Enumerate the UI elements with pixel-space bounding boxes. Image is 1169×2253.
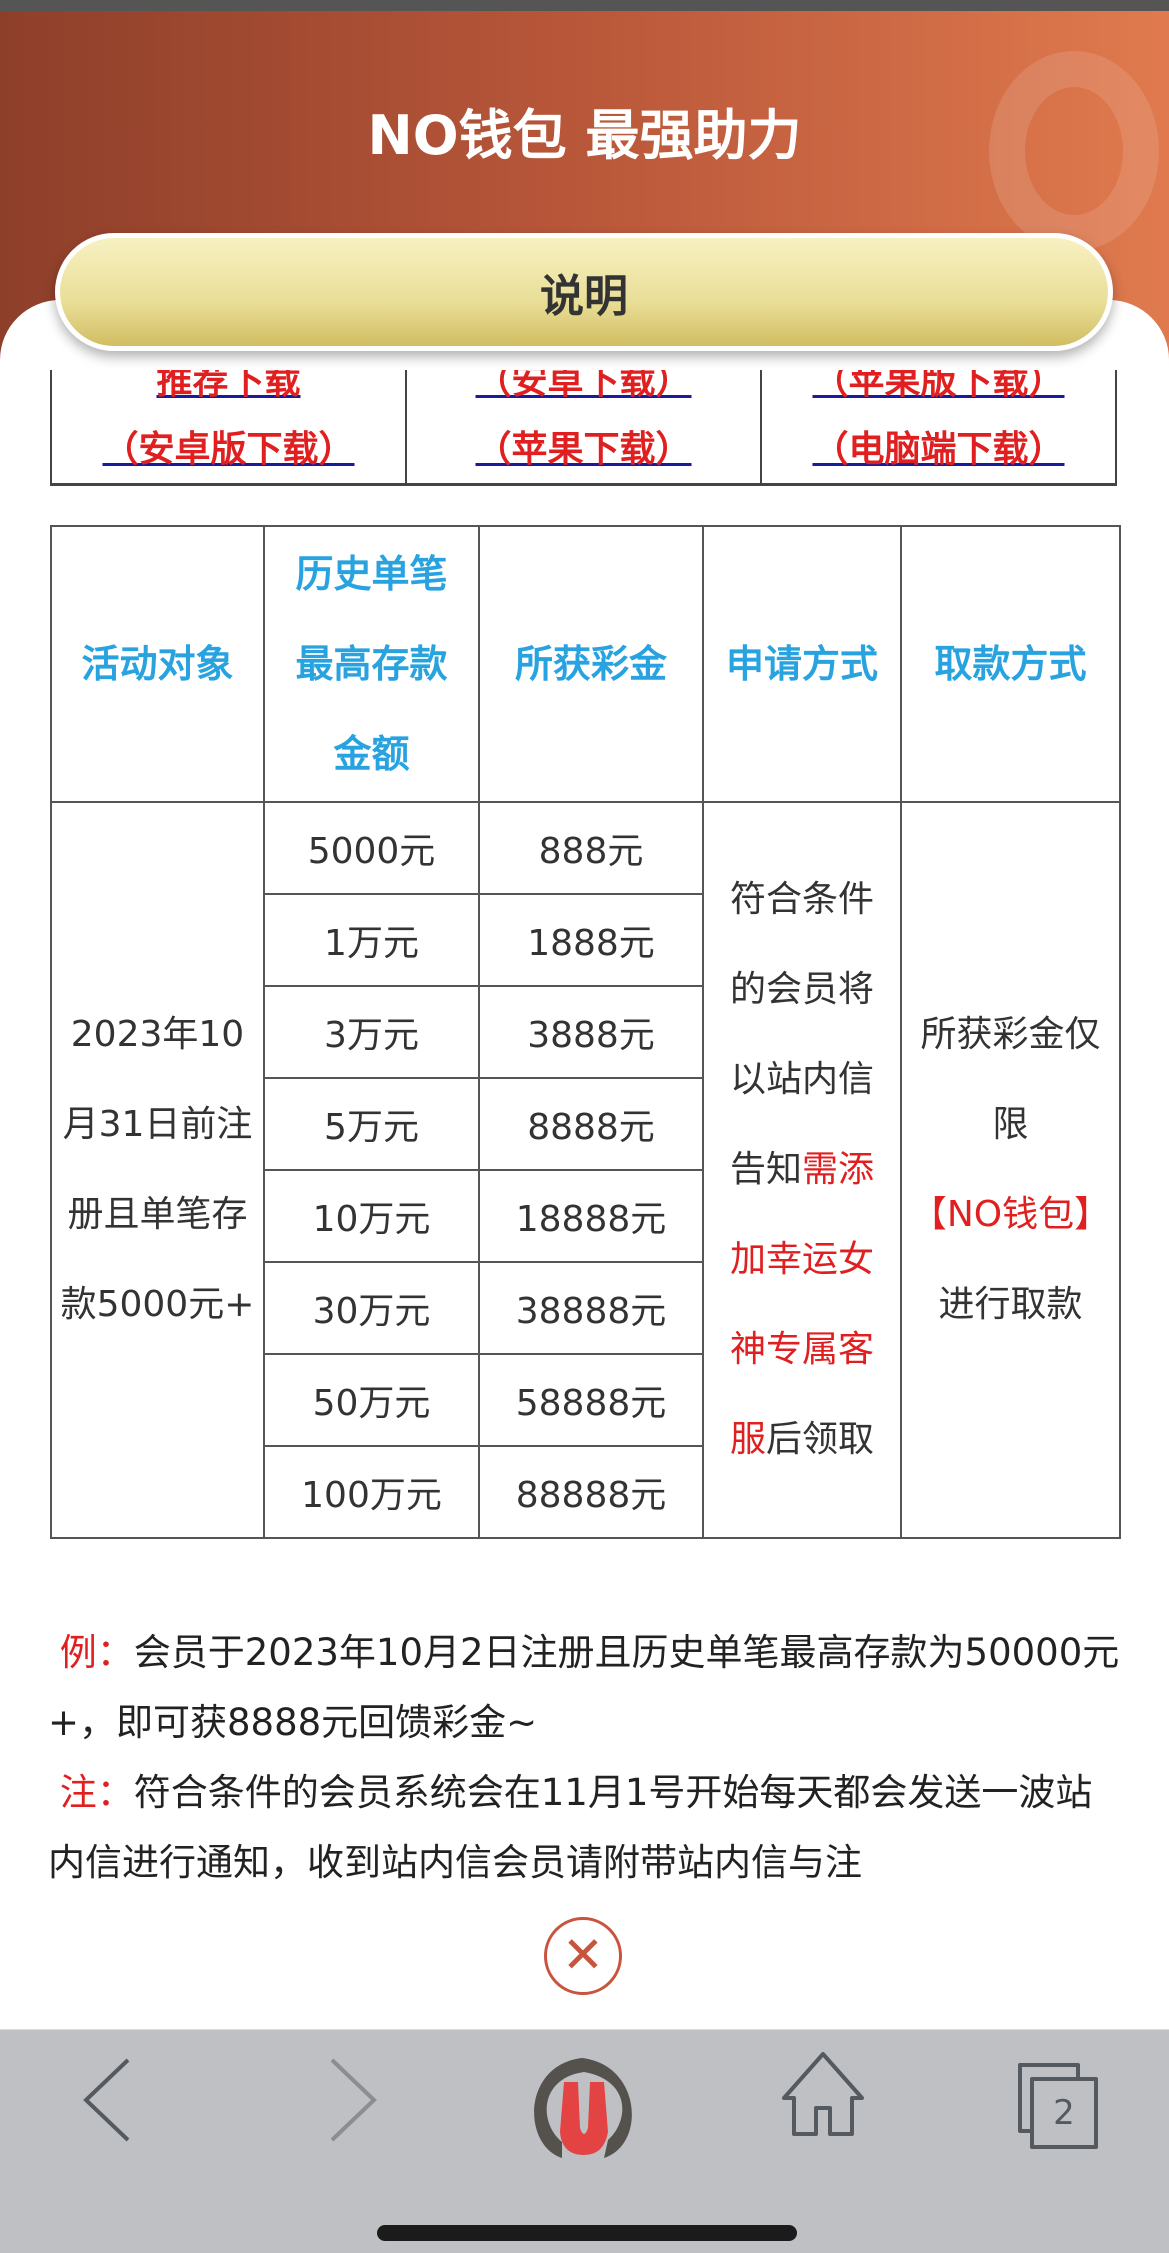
header-apply: 申请方式: [702, 525, 902, 803]
withdraw-text: 所获彩金仅限: [920, 1014, 1101, 1145]
note-label: 注：: [59, 1771, 134, 1814]
table-header-row: 活动对象 历史单笔最高存款金额 所获彩金 申请方式 取款方式: [50, 525, 1121, 803]
explain-button[interactable]: 说明: [55, 233, 1113, 351]
header-withdraw: 取款方式: [900, 525, 1121, 803]
bonus-cell: 88888元: [478, 1445, 704, 1539]
browser-toolbar: 2: [0, 2029, 1169, 2253]
note-text: 符合条件的会员系统会在11月1号开始每天都会发送一波站内信进行通知，收到站内信会…: [48, 1771, 1093, 1884]
example-label: 例：: [59, 1631, 134, 1674]
bonus-cell: 3888元: [478, 985, 704, 1079]
deposit-cell: 30万元: [263, 1261, 480, 1355]
table-row: 1万元 1888元: [51, 893, 1120, 987]
remark-note: 注：符合条件的会员系统会在11月1号开始每天都会发送一波站内信进行通知，收到站内…: [48, 1758, 1128, 1898]
table-row: 100万元 88888元: [51, 1445, 1120, 1539]
withdraw-cell: 所获彩金仅限【NO钱包】 进行取款: [900, 801, 1121, 1539]
bonus-cell: 38888元: [478, 1261, 704, 1355]
bonus-cell: 58888元: [478, 1353, 704, 1447]
apply-text: 符合条件的会员将以站内信告知: [729, 879, 874, 1190]
bonus-cell: 18888元: [478, 1169, 704, 1263]
apply-cell: 符合条件的会员将以站内信告知需添加幸运女神专属客服后领取: [702, 801, 902, 1539]
table-row: 50万元 58888元: [51, 1353, 1120, 1447]
download-link[interactable]: （安卓下载）: [475, 370, 692, 402]
header-deposit: 历史单笔最高存款金额: [263, 525, 480, 803]
withdraw-tail: 进行取款: [938, 1284, 1083, 1325]
table-row: 30万元 38888元: [51, 1261, 1120, 1355]
table-row: 3万元 3888元: [51, 985, 1120, 1079]
download-link[interactable]: （苹果版下载）: [812, 370, 1065, 402]
home-icon[interactable]: [780, 2050, 866, 2140]
download-link[interactable]: （苹果下载）: [475, 429, 692, 470]
header-target: 活动对象: [50, 525, 265, 803]
tab-count: 2: [1030, 2077, 1098, 2149]
deposit-cell: 5000元: [263, 801, 480, 895]
status-bar: [0, 0, 1169, 11]
download-link[interactable]: 推荐下载: [156, 370, 301, 402]
deposit-cell: 10万元: [263, 1169, 480, 1263]
header-bonus: 所获彩金: [478, 525, 704, 803]
browser-logo-icon[interactable]: [522, 2050, 646, 2160]
download-link[interactable]: （安卓版下载）: [102, 429, 355, 470]
deposit-cell: 3万元: [263, 985, 480, 1079]
withdraw-red-text: 【NO钱包】: [910, 1194, 1111, 1235]
deposit-cell: 1万元: [263, 893, 480, 987]
bonus-cell: 1888元: [478, 893, 704, 987]
apply-red-text: 需添加幸运女神专属客服: [729, 1149, 875, 1460]
apply-tail: 后领取: [766, 1419, 875, 1460]
download-link[interactable]: （电脑端下载）: [812, 429, 1065, 470]
circle-x-icon: ✕: [562, 1926, 604, 1984]
deposit-cell: 5万元: [263, 1077, 480, 1171]
page-title: NO钱包 最强助力: [367, 104, 802, 167]
back-icon[interactable]: [80, 2050, 140, 2150]
close-button[interactable]: ✕: [544, 1917, 622, 1995]
target-cell: 2023年10月31日前注册且单笔存款5000元+: [50, 801, 265, 1539]
notes: 例：会员于2023年10月2日注册且历史单笔最高存款为50000元+，即可获88…: [48, 1618, 1128, 1898]
deposit-cell: 100万元: [263, 1445, 480, 1539]
bonus-table: 活动对象 历史单笔最高存款金额 所获彩金 申请方式 取款方式 2023年10月3…: [50, 525, 1121, 1539]
example-note: 例：会员于2023年10月2日注册且历史单笔最高存款为50000元+，即可获88…: [48, 1618, 1128, 1758]
table-row: 2023年10月31日前注册且单笔存款5000元+ 5000元 888元 符合条…: [50, 801, 1121, 1539]
forward-icon[interactable]: [320, 2050, 380, 2150]
table-row: 5万元 8888元: [51, 1077, 1120, 1171]
table-row: 10万元 18888元: [51, 1169, 1120, 1263]
example-text: 会员于2023年10月2日注册且历史单笔最高存款为50000元+，即可获8888…: [48, 1631, 1120, 1744]
bonus-cell: 8888元: [478, 1077, 704, 1171]
download-links-table: 推荐下载 （安卓版下载） （安卓下载） （苹果下载） （苹果版下载） （电脑端下载）: [50, 370, 1117, 486]
deposit-cell: 50万元: [263, 1353, 480, 1447]
home-indicator: [377, 2225, 797, 2241]
bonus-cell: 888元: [478, 801, 704, 895]
tabs-button[interactable]: 2: [1018, 2063, 1098, 2149]
